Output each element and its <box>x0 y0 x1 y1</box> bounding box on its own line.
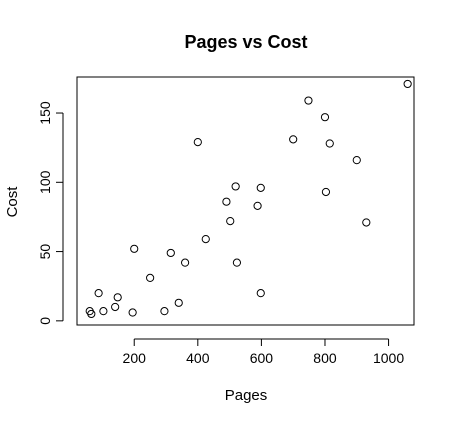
data-point <box>174 298 183 307</box>
x-tick-label: 1000 <box>373 350 404 366</box>
data-point <box>130 244 139 253</box>
x-tick-label: 600 <box>250 350 274 366</box>
data-point <box>222 197 231 206</box>
x-tick-label: 800 <box>313 350 337 366</box>
y-tick-label: 0 <box>37 317 53 325</box>
y-axis-label: Cost <box>4 186 21 218</box>
data-point <box>289 135 298 144</box>
y-axis: 0 50 100 150 <box>37 101 64 325</box>
data-point <box>253 201 262 210</box>
y-tick-label: 150 <box>37 101 53 125</box>
data-point <box>160 307 169 316</box>
data-point <box>87 309 96 319</box>
data-point <box>201 235 210 244</box>
plot-frame <box>76 76 415 326</box>
data-point <box>403 79 412 89</box>
data-point <box>304 96 313 105</box>
data-point <box>352 156 361 165</box>
data-point <box>231 182 240 191</box>
data-point <box>128 308 137 317</box>
data-point <box>113 293 122 302</box>
data-point <box>321 187 331 197</box>
x-axis-label: Pages <box>225 387 268 404</box>
data-point <box>99 307 108 316</box>
data-point <box>325 139 334 148</box>
data-point <box>256 183 265 192</box>
data-point <box>146 273 155 282</box>
data-point <box>166 248 175 258</box>
data-point <box>256 289 265 298</box>
data-point <box>232 258 242 267</box>
data-point <box>226 216 235 226</box>
x-tick-label: 400 <box>186 350 210 366</box>
data-points <box>85 79 412 319</box>
data-point <box>94 289 103 298</box>
x-axis: 200 400 600 800 1000 <box>123 338 404 366</box>
y-tick-label: 100 <box>37 170 53 194</box>
data-point <box>180 258 190 267</box>
data-point <box>362 218 371 227</box>
y-tick-label: 50 <box>37 244 53 260</box>
chart-title: Pages vs Cost <box>184 32 307 52</box>
data-point <box>111 302 120 312</box>
data-point <box>193 138 202 147</box>
x-tick-label: 200 <box>123 350 147 366</box>
data-point <box>320 113 330 122</box>
